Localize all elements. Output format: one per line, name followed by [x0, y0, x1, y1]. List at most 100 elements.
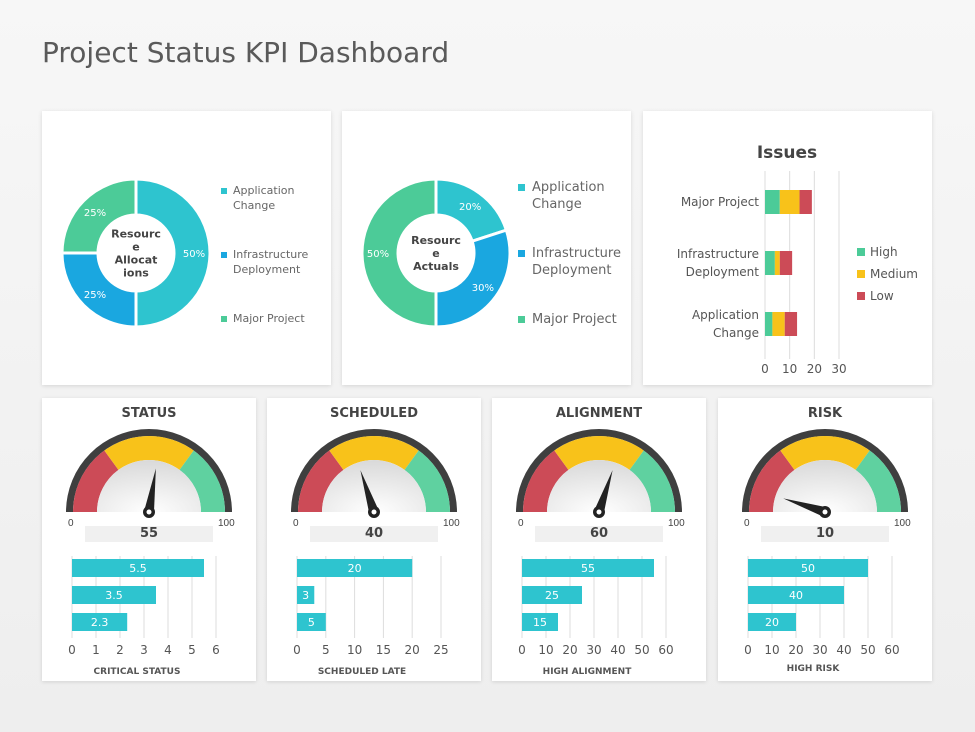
gauge-max-label: 100: [218, 518, 235, 529]
bar: [522, 559, 654, 577]
x-tick-label: 0: [68, 643, 76, 657]
bar: [748, 613, 796, 631]
gauge-band-high: [629, 450, 675, 512]
category-label: Application: [692, 308, 759, 322]
donut-slice: [360, 177, 438, 329]
page-title: Project Status KPI Dashboard: [42, 36, 450, 69]
issues-bar-segment: [774, 251, 780, 275]
legend-label: Major Project: [532, 312, 617, 327]
issues-bar-segment: [779, 251, 793, 275]
gauge-band-mid: [329, 436, 419, 470]
x-tick-label: 50: [860, 643, 875, 657]
x-tick-label: 0: [744, 643, 752, 657]
x-tick-label: 3: [140, 643, 148, 657]
risk-title: RISK: [807, 406, 843, 421]
legend-swatch: [857, 292, 865, 300]
category-label: Major Project: [681, 195, 759, 209]
x-tick-label: 30: [812, 643, 827, 657]
bar: [72, 586, 156, 604]
gauge-face: [773, 460, 877, 512]
bar-data-label: 5: [308, 616, 315, 629]
x-tick-label: 50: [634, 643, 649, 657]
high-alignment-bar-chart: 0 10 20 30 40 50 60 55 25 15: [518, 556, 674, 657]
slice-data-label: 30%: [472, 283, 494, 294]
critical-status-caption: CRITICAL STATUS: [93, 667, 181, 677]
issues-bar-segment: [799, 190, 812, 214]
x-tick-label: 2: [116, 643, 124, 657]
bar: [72, 559, 204, 577]
risk-gauge: [742, 429, 908, 518]
bar-data-label: 15: [533, 616, 547, 629]
donut-center-label: Actuals: [413, 260, 459, 273]
issues-bar-segment: [772, 312, 785, 336]
x-tick-label: 60: [884, 643, 899, 657]
slice-data-label: 25%: [84, 290, 106, 301]
legend-swatch: [518, 316, 525, 323]
x-tick-label: 0: [761, 362, 769, 376]
alignment-gauge: [516, 429, 682, 518]
gauge-band-high: [179, 450, 225, 512]
gauge-needle: [783, 498, 827, 517]
bar-data-label: 2.3: [91, 616, 109, 629]
risk-value: 10: [761, 526, 889, 542]
scheduled-value: 40: [310, 526, 438, 542]
x-tick-label: 10: [764, 643, 779, 657]
legend-swatch: [857, 248, 865, 256]
legend-label: High: [870, 245, 898, 259]
issues-bar-segment: [765, 251, 775, 275]
gauge-min-label: 0: [68, 518, 74, 529]
bar: [297, 559, 413, 577]
issues-bar-segment: [779, 190, 800, 214]
bar-data-label: 25: [545, 589, 559, 602]
x-tick-label: 10: [782, 362, 797, 376]
slice-data-label: 25%: [84, 208, 106, 219]
critical-status-bar-chart: 0 1 2 3 4 5 6 5.5 3.5 2.3: [68, 556, 220, 657]
donut-center-label: e: [132, 241, 139, 254]
bar: [748, 559, 868, 577]
alignment-title: ALIGNMENT: [555, 406, 643, 421]
x-tick-label: 0: [518, 643, 526, 657]
gauge-needle-pin: [822, 509, 828, 515]
issues-chart: Issues 0 10 20 30 Major Project Infrastructure…: [677, 143, 918, 376]
bar: [297, 613, 326, 631]
slice-data-label: 50%: [367, 249, 389, 260]
resource-allocations-card: 50% 25% 25% Resourc e Allocat ions Application…: [42, 111, 331, 385]
scheduled-title: SCHEDULED: [330, 406, 418, 421]
high-risk-bar-chart: 0 10 20 30 40 50 60 50 40 20: [744, 556, 900, 657]
legend-label: Infrastructure Deployment: [233, 248, 309, 276]
x-tick-label: 20: [405, 643, 420, 657]
x-tick-label: 6: [212, 643, 220, 657]
gauge-min-label: 0: [518, 518, 524, 529]
x-tick-label: 10: [347, 643, 362, 657]
issues-title: Issues: [757, 143, 817, 163]
scheduled-card: SCHEDULED 0 100 40 0 5 10 15 20 25 20 3 5 SCHEDU…: [267, 398, 481, 681]
donut-center-label: Resourc: [111, 228, 161, 241]
donut-center-label: Resourc: [411, 234, 461, 247]
gauge-needle: [594, 470, 613, 514]
bar-data-label: 20: [765, 616, 779, 629]
legend-swatch: [221, 316, 227, 322]
donut-slice: [60, 251, 138, 329]
x-tick-label: 40: [610, 643, 625, 657]
issues-bar-segment: [784, 312, 798, 336]
gauge-min-label: 0: [293, 518, 299, 529]
bar: [297, 586, 315, 604]
x-tick-label: 40: [836, 643, 851, 657]
gauge-band-low: [749, 450, 795, 512]
issues-card: Issues 0 10 20 30 Major Project Infrastructure…: [643, 111, 932, 385]
gauge-max-label: 100: [668, 518, 685, 529]
x-tick-label: 4: [164, 643, 172, 657]
issues-bar-segment: [765, 190, 780, 214]
gauge-band-mid: [780, 436, 870, 470]
category-label: Deployment: [686, 265, 760, 279]
status-gauge: [66, 429, 232, 518]
legend-swatch: [221, 252, 227, 258]
gauge-face: [97, 460, 201, 512]
x-tick-label: 10: [538, 643, 553, 657]
bar-data-label: 55: [581, 562, 595, 575]
gauge-band-low: [298, 450, 344, 512]
status-title: STATUS: [121, 406, 177, 421]
legend-label: Application Change: [532, 180, 605, 212]
x-tick-label: 30: [831, 362, 846, 376]
bar: [748, 586, 844, 604]
